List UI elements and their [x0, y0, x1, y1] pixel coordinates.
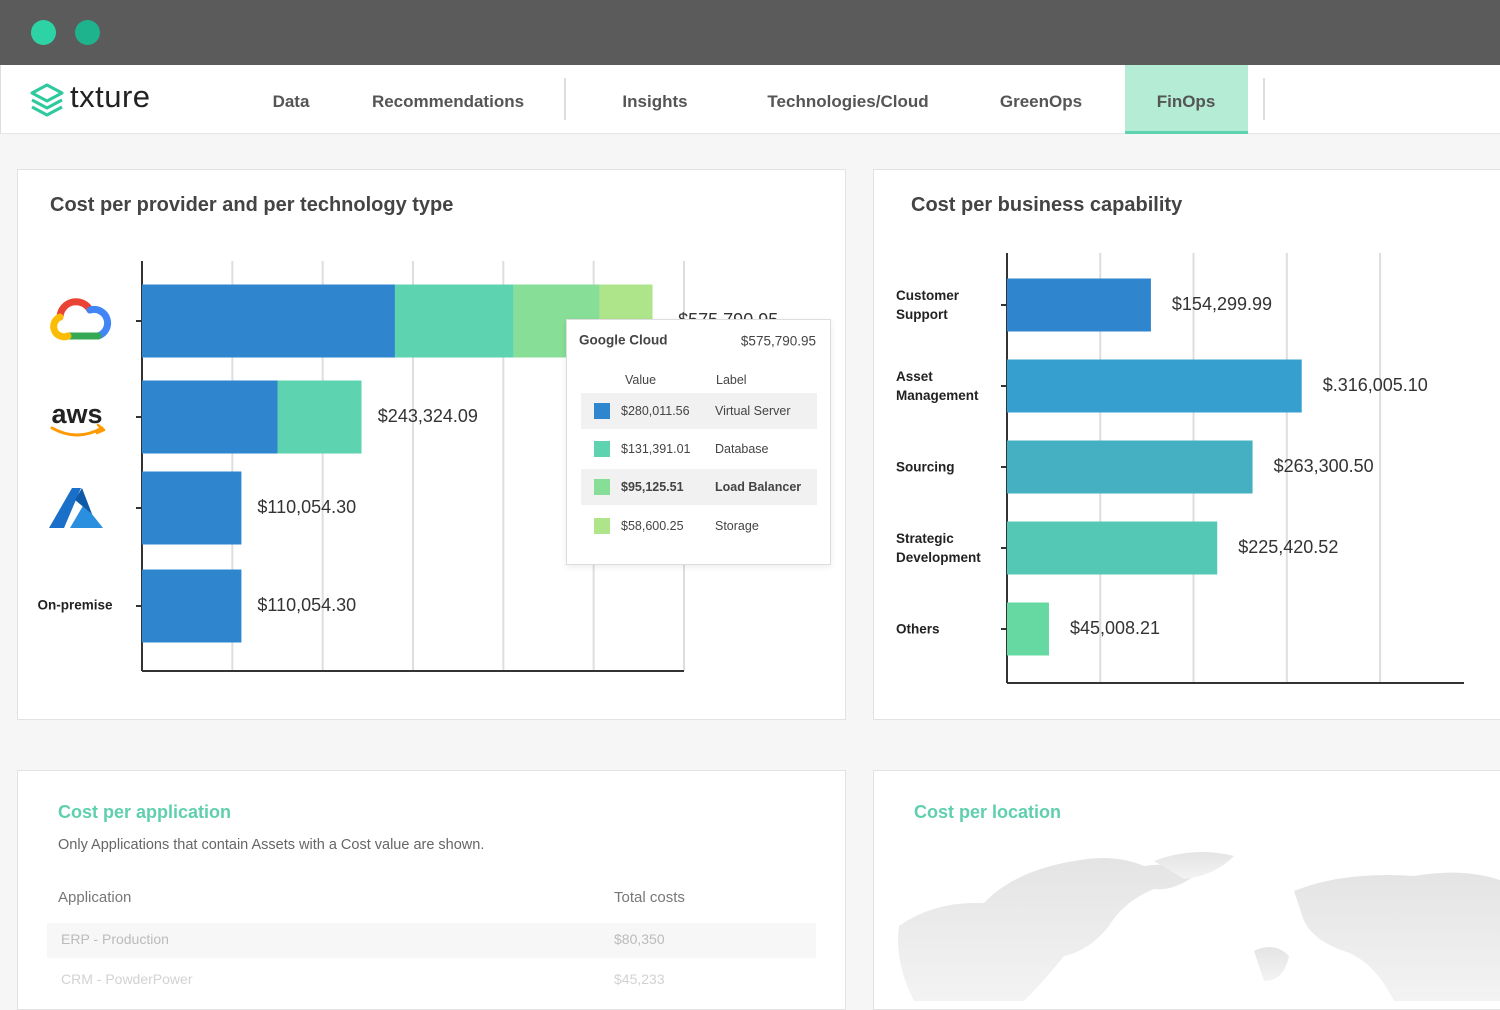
total-label: $243,324.09 [378, 406, 478, 426]
nav-separator [1263, 78, 1265, 120]
tooltip-row-bg [581, 393, 817, 429]
bar-segment [142, 380, 278, 454]
nav-separator [564, 78, 566, 120]
y-tick-label: Sourcing [896, 459, 955, 475]
azure-logo [49, 488, 103, 528]
nav-tab[interactable]: Data [272, 92, 310, 111]
total-label: $110,054.30 [257, 595, 356, 615]
aws-arrow [95, 423, 106, 435]
tooltip-total: $575,790.95 [740, 333, 816, 349]
bar [1007, 440, 1253, 494]
value-label: $225,420.52 [1238, 537, 1338, 557]
tooltip-label: Database [715, 442, 769, 456]
brand-icon [30, 83, 64, 117]
row-bg [47, 923, 816, 958]
world-map [898, 852, 1500, 1001]
bar-segment [277, 380, 362, 454]
tooltip-row-bg [581, 469, 817, 505]
capability-chart: $154,299.99 $.316,005.10 $263,300.50 $225,4… [1001, 253, 1464, 684]
y-tick-label: Strategic Development [896, 531, 981, 565]
total-label: $110,054.30 [257, 497, 356, 517]
y-tick-label: On-premise [37, 598, 113, 613]
tooltip: Google Cloud $575,790.95 Value Label $28… [566, 319, 831, 565]
tooltip-value: $95,125.51 [621, 480, 684, 494]
bar-segment [142, 569, 242, 643]
google-cloud-logo [50, 298, 112, 341]
aws-smile [50, 426, 104, 437]
panel-title: Cost per provider and per technology typ… [50, 194, 454, 216]
nav-bar: txture Data Recommendations Insights Techno… [0, 65, 1500, 134]
bar-segment [142, 284, 395, 358]
tooltip-label: Virtual Server [715, 404, 791, 418]
tooltip-swatch [594, 518, 610, 534]
column-header: Total costs [614, 889, 685, 906]
tooltip-column: Label [716, 373, 747, 387]
location-panel: Cost per location [873, 770, 1500, 1010]
capability-panel: Cost per business capability $154,299.99… [873, 169, 1500, 720]
y-tick-label: Others [896, 621, 940, 637]
value-label: $45,008.21 [1070, 618, 1160, 638]
tooltip-value: $58,600.25 [621, 519, 684, 533]
bar-segment [142, 471, 242, 545]
panel-title: Cost per application [58, 802, 232, 822]
note: Only Applications that contain Assets wi… [58, 837, 485, 853]
column-header: Application [58, 889, 132, 906]
provider-panel: Cost per provider and per technology typ… [17, 169, 846, 720]
panel-title: Cost per location [914, 802, 1062, 822]
value-label: $263,300.50 [1274, 456, 1374, 476]
bar [1007, 278, 1151, 332]
application-panel: Cost per application Only Applications t… [17, 770, 846, 1010]
cell: $80,350 [614, 931, 665, 947]
brand: txture [70, 79, 151, 114]
y-tick-label: Asset Management [896, 369, 979, 403]
bar [1007, 359, 1302, 413]
window-bar [0, 0, 1500, 65]
cell[interactable]: CRM - PowderPower [61, 971, 193, 987]
tooltip-swatch [594, 479, 610, 495]
tooltip-label: Load Balancer [715, 480, 802, 494]
tooltip-title: Google Cloud [579, 332, 668, 348]
nav-tab[interactable]: Technologies/Cloud [767, 92, 929, 111]
value-label: $.316,005.10 [1323, 375, 1428, 395]
bar-segment [394, 284, 514, 358]
bar [1007, 521, 1218, 575]
nav-tab[interactable]: GreenOps [999, 92, 1083, 111]
cell: $45,233 [614, 971, 665, 987]
tooltip-column: Value [625, 373, 657, 387]
bar [1007, 602, 1049, 656]
logo: aws [51, 399, 102, 429]
window-dot[interactable] [31, 20, 56, 45]
nav-tab[interactable]: FinOps [1124, 65, 1248, 134]
cell[interactable]: ERP - Production [61, 931, 169, 947]
tooltip-label: Storage [715, 519, 759, 533]
window-dot[interactable] [75, 20, 100, 45]
tooltip-swatch [594, 403, 610, 419]
panel-title: Cost per business capability [911, 194, 1183, 216]
value-label: $154,299.99 [1172, 294, 1272, 314]
y-tick-label: Customer Support [896, 288, 960, 322]
nav-tab[interactable]: Recommendations [371, 92, 525, 111]
tooltip-value: $280,011.56 [621, 404, 690, 418]
tooltip-swatch [594, 441, 610, 457]
tooltip-value: $131,391.01 [621, 442, 691, 456]
nav-tab[interactable]: Insights [622, 92, 688, 111]
